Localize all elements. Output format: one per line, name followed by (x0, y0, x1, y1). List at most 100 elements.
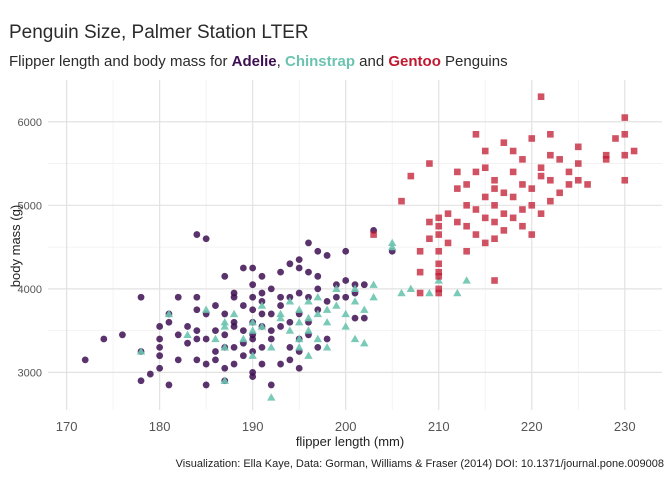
point-chinstrap (220, 343, 229, 351)
point-gentoo (426, 160, 433, 167)
point-adelie (332, 293, 340, 301)
point-gentoo (621, 176, 629, 184)
subtitle-chinstrap: Chinstrap (284, 53, 355, 70)
series-adelie (81, 226, 396, 389)
point-gentoo (602, 151, 610, 159)
point-adelie (239, 327, 247, 335)
point-gentoo (500, 210, 508, 217)
point-chinstrap (294, 334, 304, 343)
point-adelie (212, 327, 219, 335)
point-chinstrap (369, 280, 378, 288)
point-adelie (286, 343, 294, 351)
point-adelie (360, 281, 368, 289)
point-gentoo (519, 206, 526, 213)
point-gentoo (612, 135, 619, 142)
point-adelie (314, 247, 322, 255)
point-gentoo (565, 181, 573, 188)
point-gentoo (472, 168, 480, 176)
point-gentoo (537, 164, 545, 172)
x-axis-label: flipper length (mm) (296, 434, 404, 449)
point-adelie (267, 381, 275, 389)
point-adelie (249, 306, 257, 314)
point-chinstrap (304, 351, 313, 359)
point-adelie (267, 335, 275, 343)
point-adelie (119, 331, 126, 339)
point-gentoo (574, 176, 582, 184)
point-adelie (342, 277, 350, 284)
point-chinstrap (276, 309, 285, 318)
point-adelie (230, 343, 238, 351)
x-tick-label: 210 (428, 419, 450, 434)
point-adelie (249, 281, 257, 289)
point-gentoo (463, 181, 470, 188)
point-chinstrap (453, 288, 462, 297)
point-chinstrap (248, 326, 257, 334)
point-adelie (286, 318, 294, 326)
point-chinstrap (350, 297, 360, 305)
y-axis-ticks: 3000 4000 5000 6000 (18, 117, 42, 380)
point-gentoo (556, 156, 563, 163)
point-gentoo (621, 151, 629, 159)
point-chinstrap (257, 322, 267, 330)
point-adelie (258, 360, 266, 368)
point-chinstrap (360, 338, 369, 347)
point-adelie (137, 377, 145, 385)
point-chinstrap (220, 318, 229, 326)
point-chinstrap (220, 376, 229, 384)
point-gentoo (435, 231, 443, 238)
point-gentoo (547, 131, 554, 138)
point-gentoo (621, 131, 629, 138)
point-adelie (137, 293, 145, 301)
point-gentoo (528, 185, 536, 192)
point-adelie (286, 356, 294, 364)
subtitle-sep-1: , (276, 53, 285, 70)
point-gentoo (472, 231, 480, 238)
point-chinstrap (332, 284, 341, 293)
point-gentoo (519, 156, 526, 163)
point-gentoo (454, 168, 461, 176)
point-chinstrap (285, 326, 295, 334)
point-adelie (221, 331, 229, 339)
point-adelie (184, 323, 191, 330)
point-adelie (286, 260, 294, 268)
point-gentoo (574, 143, 582, 151)
point-gentoo (444, 210, 452, 217)
point-chinstrap (257, 301, 267, 309)
point-chinstrap (369, 293, 378, 301)
x-tick-label: 170 (56, 419, 78, 434)
point-adelie (174, 331, 182, 339)
point-adelie (174, 293, 182, 301)
point-adelie (295, 289, 303, 297)
point-gentoo (407, 172, 415, 180)
point-gentoo (435, 222, 443, 230)
point-adelie (146, 370, 154, 378)
chart-subtitle: Flipper length and body mass for Adelie,… (9, 53, 508, 70)
point-gentoo (463, 222, 470, 230)
point-chinstrap (388, 238, 397, 247)
grid-lines (48, 80, 662, 410)
x-tick-label: 190 (242, 419, 264, 434)
point-adelie (314, 343, 322, 351)
series-chinstrap (136, 238, 471, 401)
point-adelie (230, 293, 238, 301)
point-adelie (239, 302, 247, 309)
point-adelie (277, 268, 284, 276)
point-chinstrap (136, 347, 146, 355)
point-gentoo (454, 218, 461, 226)
point-adelie (305, 268, 312, 276)
point-chinstrap (183, 330, 192, 338)
point-chinstrap (341, 309, 350, 318)
point-gentoo (500, 189, 508, 197)
point-adelie (156, 364, 164, 372)
point-adelie (221, 272, 229, 280)
point-adelie (193, 327, 201, 335)
point-gentoo (602, 156, 610, 163)
point-gentoo (537, 93, 545, 101)
point-gentoo (481, 239, 489, 247)
point-gentoo (398, 197, 405, 205)
point-adelie (212, 348, 219, 355)
point-adelie (156, 335, 164, 343)
point-adelie (221, 310, 229, 318)
point-adelie (193, 306, 201, 314)
